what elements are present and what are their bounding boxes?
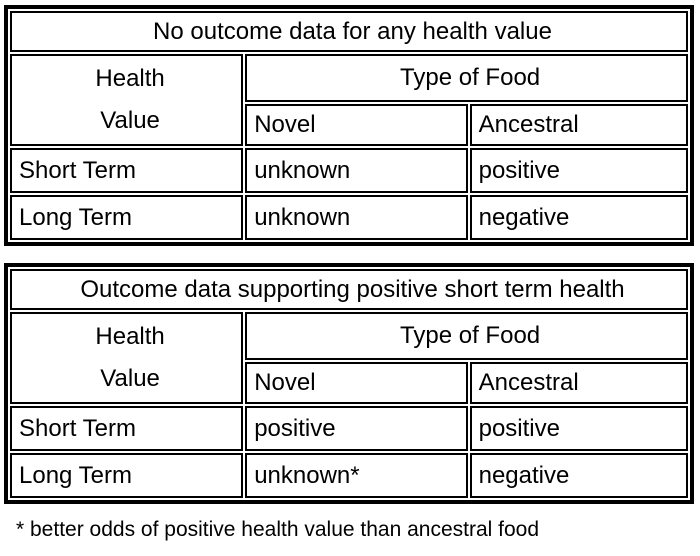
footnote: * better odds of positive health value t… [16,518,540,541]
table-no-outcome-data: No outcome data for any health value Hea… [4,5,694,246]
health-value-header-line2: Value [100,107,160,134]
table-outcome-data-positive-short-term: Outcome data supporting positive short t… [4,263,694,504]
health-value-header: Health Value [10,54,244,146]
cell-short-term-ancestral: positive [469,406,688,451]
row-label-long-term: Long Term [10,453,244,498]
type-of-food-header: Type of Food [245,312,688,360]
row-label-long-term: Long Term [10,195,244,240]
table-title: Outcome data supporting positive short t… [10,269,688,310]
table-title: No outcome data for any health value [10,11,688,52]
table-row: No outcome data for any health value [10,11,688,52]
column-header-ancestral: Ancestral [469,104,688,146]
cell-long-term-novel: unknown [245,195,468,240]
type-of-food-header: Type of Food [245,54,688,102]
column-header-novel: Novel [245,362,468,404]
table-row: Health Value Type of Food [10,54,688,146]
table-row: Short Term positive positive [10,406,688,451]
table-row: Long Term unknown negative [10,195,688,240]
cell-short-term-novel: positive [245,406,468,451]
health-value-header-line1: Health [95,323,165,350]
column-header-novel: Novel [245,104,468,146]
cell-long-term-novel: unknown* [245,453,468,498]
cell-long-term-ancestral: negative [469,453,688,498]
row-label-short-term: Short Term [10,148,244,193]
row-label-short-term: Short Term [10,406,244,451]
cell-long-term-ancestral: negative [469,195,688,240]
table-row: Health Value Type of Food [10,312,688,404]
table-row: Novel Ancestral [10,104,688,146]
table-row: Short Term unknown positive [10,148,688,193]
column-header-ancestral: Ancestral [469,362,688,404]
table-row: Long Term unknown* negative [10,453,688,498]
table-row: Outcome data supporting positive short t… [10,269,688,310]
health-value-header-line1: Health [95,65,165,92]
cell-short-term-ancestral: positive [469,148,688,193]
health-value-header-line2: Value [100,365,160,392]
table-row: Novel Ancestral [10,362,688,404]
health-value-header: Health Value [10,312,244,404]
cell-short-term-novel: unknown [245,148,468,193]
